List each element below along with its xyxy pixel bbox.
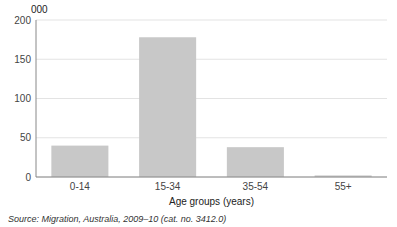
- bars: [51, 37, 371, 177]
- grid-line: [36, 98, 387, 99]
- x-axis-label: Age groups (years): [169, 196, 254, 207]
- y-tick-label: 50: [20, 132, 32, 143]
- grid-line: [36, 137, 387, 138]
- y-axis-label: 000: [31, 4, 48, 15]
- source-note: Source: Migration, Australia, 2009–10 (c…: [8, 214, 226, 224]
- y-tick-label: 100: [14, 93, 31, 104]
- grid-line: [36, 177, 387, 178]
- bar: [139, 37, 196, 177]
- chart-container: 0 50 100 150 200 0-14 15-34 35-54 55+ Age groups …: [0, 0, 397, 227]
- x-tick-label: 55+: [335, 181, 352, 192]
- x-tick-label: 35-54: [243, 181, 269, 192]
- y-tick-label: 150: [14, 54, 31, 65]
- x-axis-line: [36, 177, 387, 178]
- y-axis-line: [36, 20, 37, 177]
- bar: [51, 146, 108, 177]
- x-tick-label: 15-34: [155, 181, 181, 192]
- y-tick-label: 0: [25, 172, 31, 183]
- grid-line: [36, 20, 387, 21]
- grid-line: [36, 59, 387, 60]
- chart-svg: 0 50 100 150 200 0-14 15-34 35-54 55+ Age groups …: [0, 0, 397, 227]
- x-tick-label: 0-14: [70, 181, 90, 192]
- y-tick-label: 200: [14, 15, 31, 26]
- bar: [227, 147, 284, 177]
- grid: [36, 20, 387, 177]
